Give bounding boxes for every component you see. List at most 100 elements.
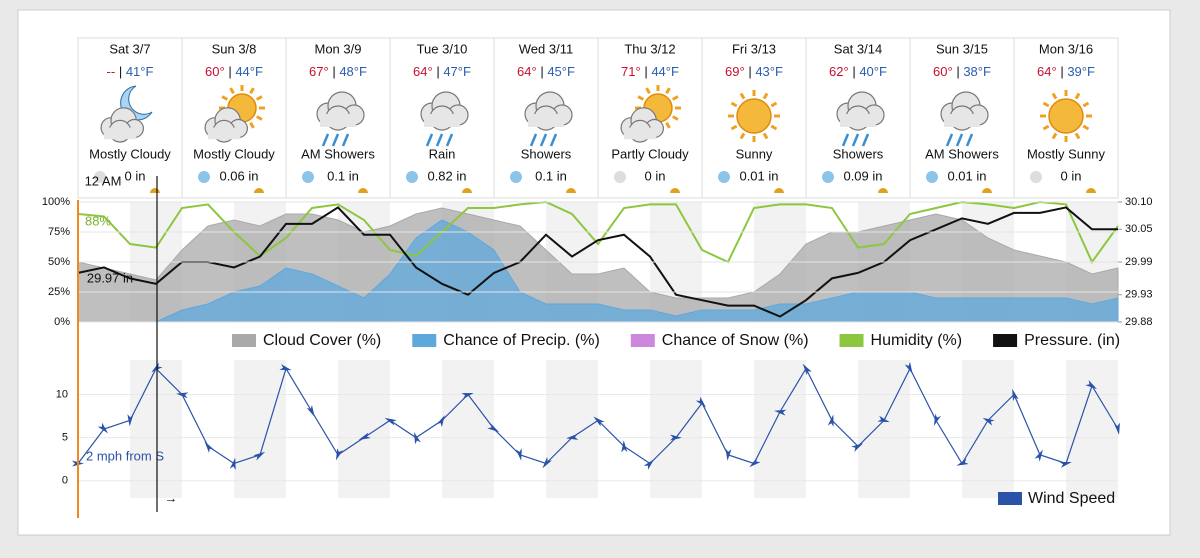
day-temps: 60° | 44°F — [205, 64, 263, 79]
temp: 41°F — [126, 64, 154, 79]
sun-ray — [770, 124, 778, 131]
day-precip: 0.01 in — [947, 168, 986, 183]
day-condition: Rain — [429, 146, 456, 161]
sun-ray — [255, 95, 263, 101]
wind-arrow — [593, 416, 605, 427]
wind-arrow — [1085, 380, 1098, 390]
day-condition: Mostly Cloudy — [89, 146, 171, 161]
precip-icon — [302, 171, 314, 183]
wind-readout: 2 mph from S — [86, 448, 164, 463]
temp: | — [329, 64, 340, 79]
legend-label: Chance of Snow (%) — [662, 332, 809, 349]
legend-swatch — [412, 334, 437, 347]
temp: 60° — [205, 64, 225, 79]
rain-streak — [321, 133, 330, 147]
rain-streak — [425, 133, 434, 147]
day-band — [598, 360, 650, 498]
temp: 39°F — [1067, 64, 1095, 79]
legend-label: Cloud Cover (%) — [263, 332, 381, 349]
temp: 60° — [933, 64, 953, 79]
night-band — [962, 360, 1014, 498]
sun — [1048, 98, 1084, 134]
night-band — [650, 360, 702, 498]
day-temps: 64° | 45°F — [517, 64, 575, 79]
temp: | — [537, 64, 548, 79]
day-temps: 64° | 39°F — [1037, 64, 1095, 79]
wind-arrow — [695, 396, 707, 408]
temp: 67° — [309, 64, 329, 79]
y-tick-label: 75% — [48, 226, 70, 238]
cloud-icon — [940, 91, 989, 131]
legend-swatch — [839, 334, 864, 347]
sun-ray — [671, 115, 679, 121]
cloud-base — [840, 114, 876, 127]
humidity-readout: 88% — [85, 213, 111, 228]
precip-icon — [718, 171, 730, 183]
precip-icon — [94, 171, 106, 183]
y-tick-label: 0 — [62, 475, 68, 487]
sun-ray — [229, 87, 235, 95]
y2-tick-label: 30.05 — [1125, 223, 1153, 235]
day-date: Mon 3/9 — [315, 41, 362, 56]
temp: 44°F — [651, 64, 679, 79]
wind-arrow — [204, 441, 214, 453]
sun-ray — [1074, 92, 1081, 100]
precip-icon — [1030, 171, 1042, 183]
day-band — [806, 360, 858, 498]
cloud-icon — [524, 91, 573, 131]
wind-arrow — [127, 414, 134, 427]
wind-arrow — [384, 417, 397, 426]
day-band — [702, 360, 754, 498]
day-temps: 60° | 38°F — [933, 64, 991, 79]
day-condition: Sunny — [736, 146, 773, 161]
temp: 47°F — [443, 64, 471, 79]
temp: | — [1057, 64, 1068, 79]
legend-label: Pressure. (in) — [1024, 332, 1120, 349]
y2-tick-label: 29.93 — [1125, 289, 1153, 301]
day-temps: 64° | 47°F — [413, 64, 471, 79]
sun-ray — [1042, 124, 1050, 131]
night-band — [130, 360, 182, 498]
precip-icon — [822, 171, 834, 183]
sunrise-icon — [462, 188, 472, 193]
legend-label: Humidity (%) — [871, 332, 963, 349]
cloud-base — [528, 114, 564, 127]
legend-swatch — [993, 334, 1018, 347]
sun-ray — [739, 132, 746, 140]
sun-ray — [762, 132, 769, 140]
night-band — [338, 360, 390, 498]
wind-arrow — [749, 457, 761, 468]
day-condition: Mostly Cloudy — [193, 146, 275, 161]
sun-ray — [255, 115, 263, 121]
sun-ray — [1082, 124, 1090, 131]
wind-arrow — [97, 422, 109, 434]
day-band — [390, 360, 442, 498]
wind-arrow — [414, 431, 421, 445]
sun-ray — [1051, 92, 1058, 100]
wind-arrow — [827, 414, 834, 427]
wind-arrow — [643, 459, 655, 470]
day-date: Tue 3/10 — [417, 41, 468, 56]
cloud-icon — [420, 91, 469, 131]
day-condition: Showers — [833, 146, 884, 161]
rain-streak — [861, 133, 870, 147]
temp: 64° — [1037, 64, 1057, 79]
wind-arrow — [982, 417, 995, 426]
day-precip: 0.09 in — [843, 168, 882, 183]
day-precip: 0.1 in — [327, 168, 359, 183]
wind-arrow — [566, 433, 579, 440]
y-tick-label: 10 — [56, 388, 68, 400]
cursor-time: 12 AM — [85, 173, 122, 188]
wind-arrow — [279, 364, 292, 371]
cloud-base — [424, 114, 460, 127]
day-condition: Partly Cloudy — [611, 146, 689, 161]
precip-icon — [926, 171, 938, 183]
day-date: Sat 3/7 — [109, 41, 150, 56]
legend-swatch — [998, 492, 1022, 505]
sun — [736, 98, 772, 134]
sun-ray — [730, 101, 738, 108]
temp: | — [433, 64, 444, 79]
temp: | — [225, 64, 236, 79]
cloud-icon — [100, 107, 144, 143]
